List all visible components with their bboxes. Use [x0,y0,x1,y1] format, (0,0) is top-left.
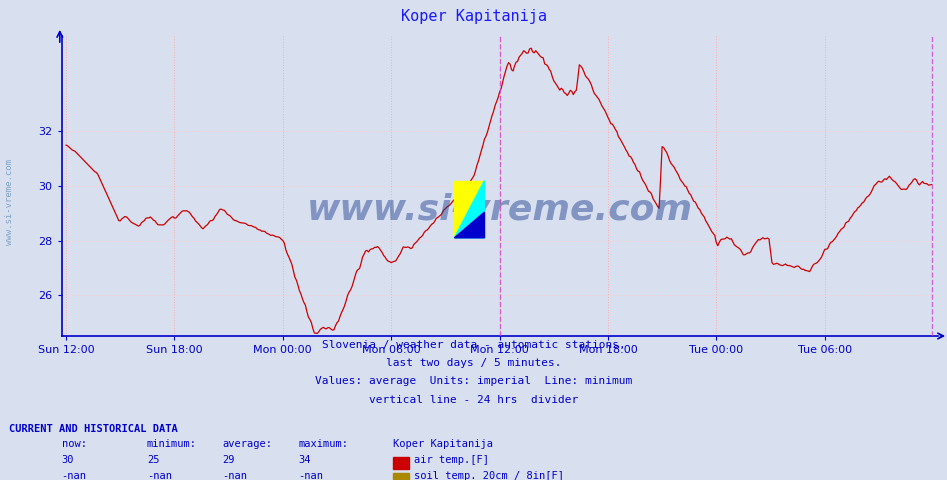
Text: maximum:: maximum: [298,439,348,449]
Polygon shape [455,212,485,238]
Text: 29: 29 [223,455,235,465]
Text: Values: average  Units: imperial  Line: minimum: Values: average Units: imperial Line: mi… [314,376,633,386]
Text: average:: average: [223,439,273,449]
Text: CURRENT AND HISTORICAL DATA: CURRENT AND HISTORICAL DATA [9,424,178,434]
Text: minimum:: minimum: [147,439,197,449]
Text: -nan: -nan [62,471,86,480]
Polygon shape [455,180,485,238]
Text: vertical line - 24 hrs  divider: vertical line - 24 hrs divider [369,395,578,405]
Text: Koper Kapitanija: Koper Kapitanija [393,439,493,449]
Text: -nan: -nan [147,471,171,480]
Text: air temp.[F]: air temp.[F] [414,455,489,465]
Text: -nan: -nan [298,471,323,480]
Polygon shape [455,180,485,238]
Text: last two days / 5 minutes.: last two days / 5 minutes. [385,358,562,368]
Text: 34: 34 [298,455,311,465]
Text: Koper Kapitanija: Koper Kapitanija [401,9,546,24]
Text: www.si-vreme.com: www.si-vreme.com [5,158,14,245]
Text: www.si-vreme.com: www.si-vreme.com [307,193,692,227]
Text: 25: 25 [147,455,159,465]
Text: 30: 30 [62,455,74,465]
Text: soil temp. 20cm / 8in[F]: soil temp. 20cm / 8in[F] [414,471,563,480]
Text: -nan: -nan [223,471,247,480]
Text: Slovenia / weather data - automatic stations.: Slovenia / weather data - automatic stat… [322,340,625,350]
Text: now:: now: [62,439,86,449]
